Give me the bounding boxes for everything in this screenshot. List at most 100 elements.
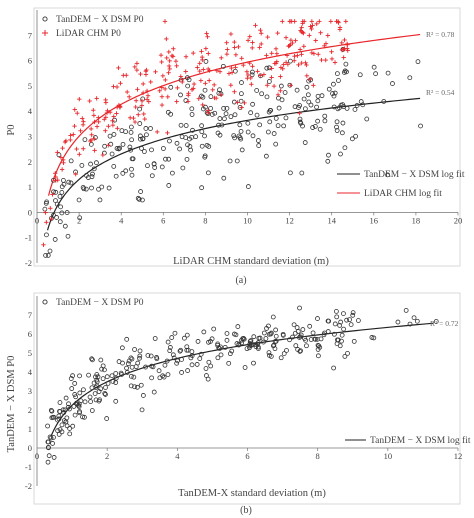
data-point-circle [263, 153, 269, 159]
data-point-circle [314, 104, 319, 110]
data-point-circle [68, 376, 74, 381]
data-point-circle [300, 123, 305, 129]
data-point-plus [244, 69, 250, 74]
data-point-circle [273, 116, 279, 121]
data-point-circle [54, 201, 60, 207]
data-point-circle [211, 326, 217, 332]
data-point-plus [297, 47, 303, 52]
data-point-circle [222, 344, 228, 350]
data-point-circle [281, 351, 287, 356]
data-point-plus [110, 122, 116, 128]
data-point-plus [197, 68, 202, 74]
data-point-circle [235, 324, 241, 329]
data-point-circle [208, 94, 214, 100]
data-point-circle [202, 133, 207, 139]
data-point-circle [188, 147, 194, 153]
legend-marker-plus [42, 30, 48, 36]
data-point-circle [233, 332, 239, 338]
data-point-plus [291, 58, 297, 63]
data-point-plus [275, 92, 281, 98]
data-point-circle [224, 337, 230, 343]
data-point-circle [89, 185, 94, 191]
data-point-plus [310, 23, 315, 28]
data-point-circle [310, 330, 316, 336]
data-point-plus [269, 51, 274, 56]
data-point-plus [206, 51, 211, 56]
data-point-circle [268, 353, 274, 359]
data-point-circle [89, 385, 95, 391]
data-point-circle [111, 163, 117, 169]
data-point-circle [48, 407, 54, 413]
data-point-plus [94, 124, 100, 129]
chart-b-legend-bottom: TanDEM − X DSM log fit [345, 435, 471, 446]
data-point-plus [163, 77, 168, 83]
data-point-plus [89, 132, 94, 137]
legend-marker-circle [42, 299, 48, 305]
data-point-circle [102, 367, 107, 373]
data-point-circle [109, 373, 115, 379]
data-point-plus [201, 67, 206, 72]
data-point-circle [217, 116, 223, 121]
data-point-plus [111, 84, 116, 89]
data-point-plus [77, 96, 82, 102]
data-point-circle [202, 154, 208, 160]
data-point-plus [72, 107, 77, 112]
data-point-circle [135, 195, 141, 201]
data-point-plus [41, 242, 46, 248]
data-point-circle [42, 206, 48, 212]
data-point-circle [59, 429, 65, 435]
data-point-circle [217, 87, 222, 93]
data-point-circle [231, 133, 237, 139]
data-point-circle [189, 106, 195, 112]
y-tick-label: 4 [28, 367, 33, 377]
data-point-circle [77, 390, 83, 396]
data-point-circle [169, 335, 175, 340]
data-point-circle [294, 325, 300, 330]
data-point-circle [267, 119, 273, 125]
data-point-circle [47, 434, 53, 440]
data-point-circle [103, 385, 108, 390]
data-point-circle [298, 348, 303, 354]
data-point-circle [161, 146, 166, 151]
data-point-circle [70, 373, 75, 379]
data-point-circle [106, 185, 112, 191]
data-point-circle [128, 124, 134, 130]
data-point-circle [99, 184, 105, 190]
data-point-circle [270, 314, 276, 320]
data-point-circle [203, 59, 209, 64]
data-point-circle [80, 414, 85, 420]
data-point-circle [278, 83, 284, 89]
data-point-circle [117, 145, 123, 151]
data-point-plus [303, 60, 308, 65]
x-tick-label: 6 [161, 215, 165, 225]
data-point-plus [341, 55, 346, 60]
data-point-circle [137, 355, 142, 361]
data-point-circle [183, 135, 189, 141]
data-point-circle [332, 321, 338, 327]
data-point-plus [117, 103, 123, 109]
data-point-plus [116, 65, 121, 71]
data-point-circle [287, 58, 293, 64]
data-point-circle [255, 138, 261, 143]
data-point-circle [172, 330, 178, 336]
data-point-circle [45, 253, 51, 258]
data-point-circle [199, 143, 205, 149]
data-point-plus [299, 60, 304, 66]
data-point-circle [126, 358, 132, 364]
x-tick-label: 8 [316, 451, 320, 461]
data-point-circle [334, 119, 340, 125]
data-point-circle [268, 331, 274, 337]
data-point-circle [203, 104, 208, 110]
y-tick-label: 1 [28, 182, 32, 192]
y-tick-label: 4 [28, 106, 33, 116]
data-point-circle [66, 179, 72, 185]
data-point-plus [344, 46, 350, 51]
data-point-circle [55, 417, 60, 423]
y-tick-label: 7 [28, 310, 32, 320]
data-point-circle [292, 104, 298, 110]
data-point-circle [53, 189, 59, 195]
data-point-circle [326, 152, 331, 158]
data-point-circle [177, 348, 183, 354]
